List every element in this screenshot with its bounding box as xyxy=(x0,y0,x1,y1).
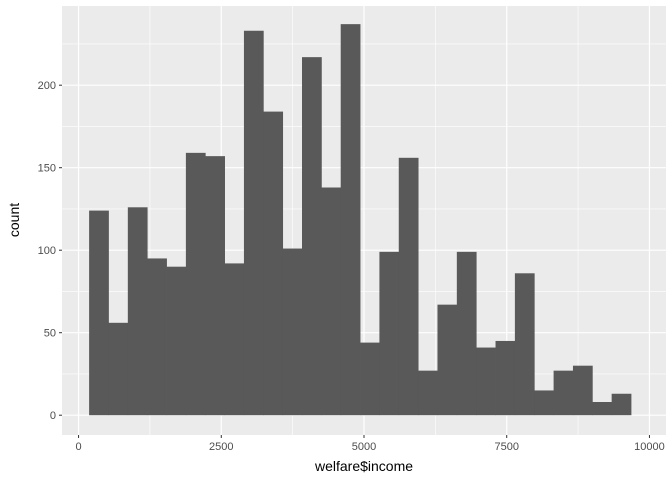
x-tick-label: 0 xyxy=(75,441,81,453)
x-tick-label: 7500 xyxy=(494,441,518,453)
histogram-bar xyxy=(553,370,574,416)
histogram-bar xyxy=(418,370,438,416)
y-axis: 0 50 100 150 200 xyxy=(38,80,62,422)
histogram-bar xyxy=(534,390,554,416)
histogram-bar xyxy=(437,304,458,416)
histogram-bar xyxy=(592,402,613,416)
histogram-bar xyxy=(611,393,632,416)
histogram-bar xyxy=(224,263,245,416)
histogram-bar xyxy=(282,248,303,416)
histogram-bar xyxy=(572,365,593,416)
histogram-bar xyxy=(476,347,496,416)
histogram-bar xyxy=(360,342,380,416)
histogram-bar xyxy=(514,273,535,416)
histogram-bar xyxy=(185,152,206,416)
x-tick-label: 5000 xyxy=(352,441,376,453)
histogram-bar xyxy=(321,187,342,416)
histogram-bar xyxy=(398,157,419,416)
histogram-bar xyxy=(263,111,284,416)
x-tick-label: 2500 xyxy=(209,441,233,453)
histogram-bar xyxy=(243,30,264,416)
histogram-bar xyxy=(302,57,322,416)
histogram-bar xyxy=(205,156,225,416)
y-tick-label: 50 xyxy=(44,328,56,340)
histogram-bar xyxy=(147,258,167,416)
histogram-bar xyxy=(379,251,400,416)
y-tick-label: 200 xyxy=(38,80,56,92)
histogram-bar xyxy=(127,207,148,416)
histogram-bar xyxy=(340,24,361,416)
x-axis: 0 2500 5000 7500 10000 xyxy=(75,435,665,453)
y-tick-label: 100 xyxy=(38,245,56,257)
histogram-bar xyxy=(495,340,516,416)
y-tick-label: 150 xyxy=(38,163,56,175)
histogram-bar xyxy=(166,266,187,416)
x-axis-title: welfare$income xyxy=(314,458,413,474)
histogram-bar xyxy=(108,322,129,416)
y-axis-title: count xyxy=(6,203,22,237)
histogram-bar xyxy=(456,251,477,416)
bars xyxy=(89,24,632,416)
y-tick-label: 0 xyxy=(50,410,56,422)
x-tick-label: 10000 xyxy=(634,441,665,453)
histogram-bar xyxy=(89,210,109,416)
